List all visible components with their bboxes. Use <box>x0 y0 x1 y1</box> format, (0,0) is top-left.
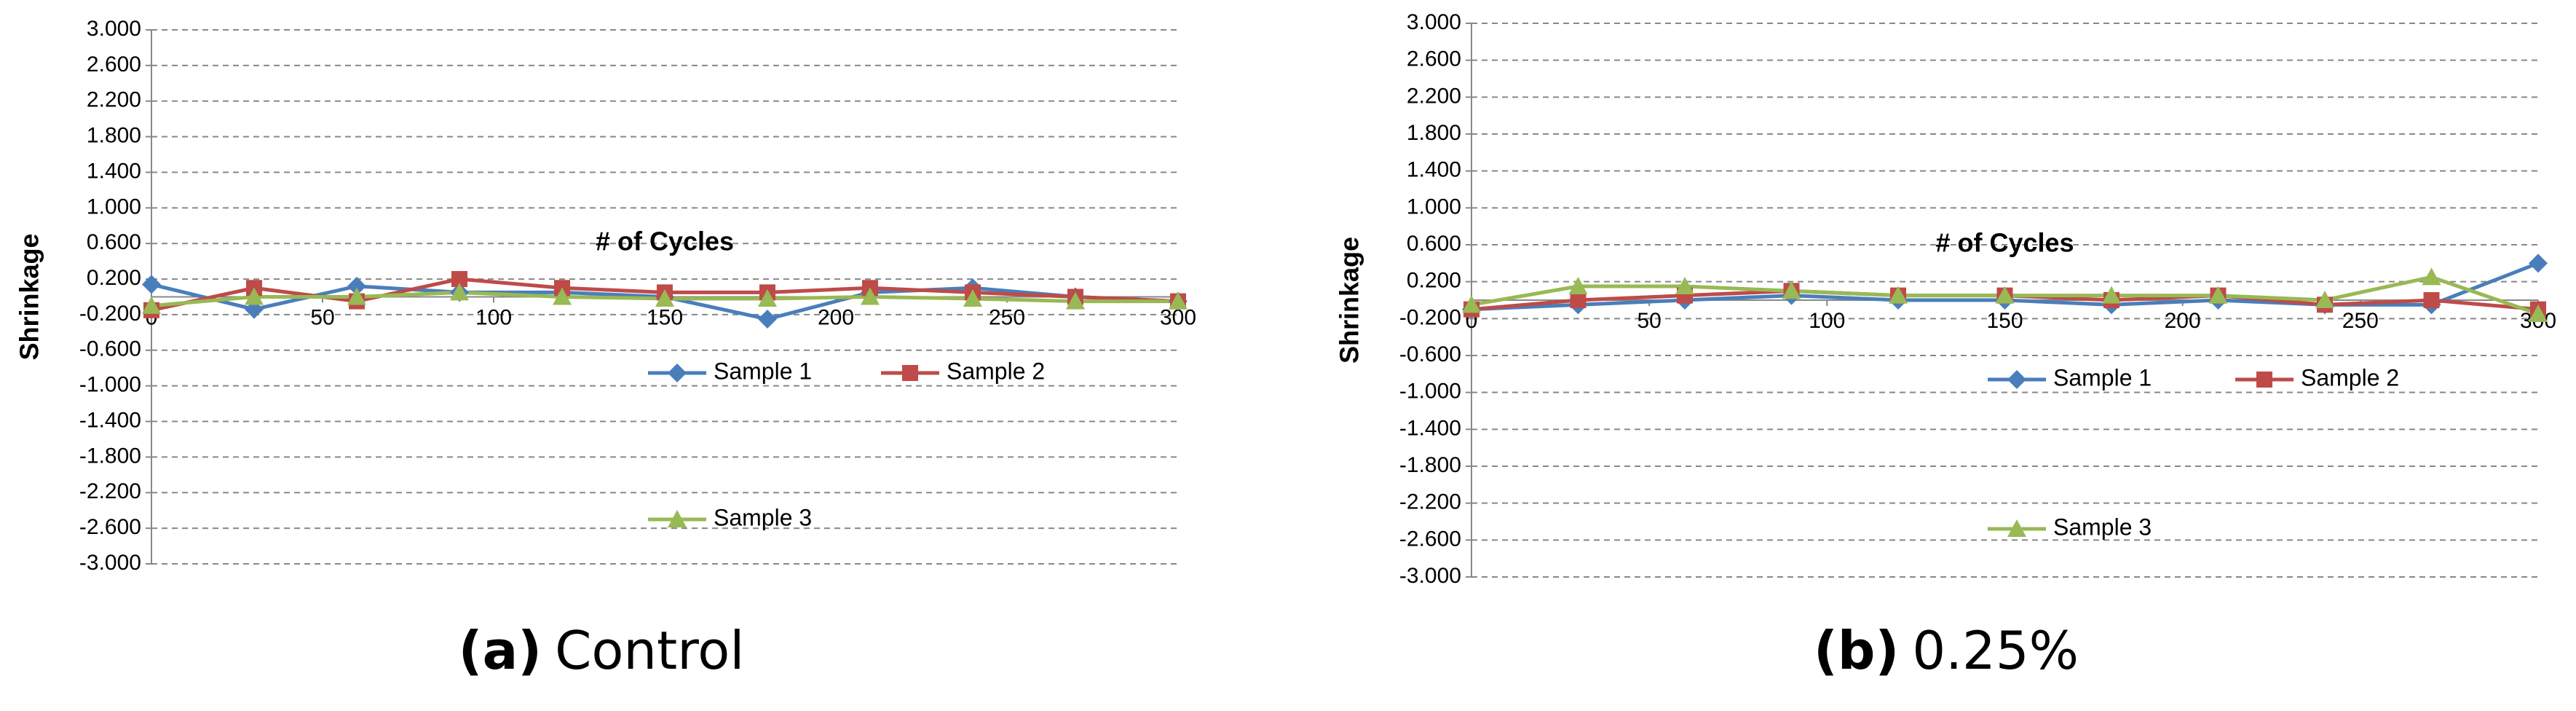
y-tick-label: -1.800 <box>1399 453 1461 477</box>
y-tick-label: -1.400 <box>79 408 141 432</box>
y-tick-label: 1.800 <box>87 124 141 148</box>
marker <box>1570 292 1587 308</box>
marker <box>1462 295 1481 313</box>
y-tick-label: -3.000 <box>79 551 141 575</box>
y-tick-label: -1.800 <box>79 444 141 468</box>
marker <box>2529 254 2548 273</box>
marker <box>2102 286 2121 304</box>
y-tick-label: 1.400 <box>1407 158 1461 182</box>
marker <box>668 364 687 382</box>
x-tick-label: 150 <box>647 305 683 329</box>
marker <box>1889 286 1908 304</box>
marker <box>142 275 161 294</box>
legend-label: Sample 1 <box>714 358 812 384</box>
marker <box>245 287 264 305</box>
marker <box>758 310 777 329</box>
x-tick-label: 50 <box>310 305 334 329</box>
marker <box>2208 286 2228 304</box>
y-tick-label: 2.200 <box>87 88 141 112</box>
subfigure-label: (b) <box>1814 620 1899 681</box>
marker <box>902 365 918 381</box>
marker <box>861 287 880 305</box>
marker <box>2007 370 2026 389</box>
y-tick-label: 2.600 <box>1407 47 1461 71</box>
marker <box>142 296 161 314</box>
marker <box>655 288 674 307</box>
marker <box>553 287 572 305</box>
chart: 3.000 2.600 2.200 1.800 1.400 1.000 0.600 0.200… <box>15 17 1197 681</box>
y-tick-label: 1.400 <box>87 159 141 183</box>
y-tick-label: 0.200 <box>1407 269 1461 293</box>
legend-label: Sample 1 <box>2053 364 2152 390</box>
y-tick-label: -1.000 <box>1399 380 1461 404</box>
caption-text: Control <box>555 620 744 681</box>
y-tick-label: -0.200 <box>1399 305 1461 329</box>
marker <box>2529 305 2548 322</box>
marker <box>2256 372 2272 388</box>
x-tick-label: 250 <box>989 305 1025 329</box>
y-axis-title: Shrinkage <box>15 233 44 360</box>
x-tick-label: 200 <box>818 305 854 329</box>
legend-label: Sample 2 <box>947 358 1045 384</box>
x-axis-title: # of Cycles <box>596 227 734 256</box>
marker <box>2423 292 2440 308</box>
legend-label: Sample 3 <box>2053 514 2152 540</box>
y-tick-label: -2.600 <box>1399 527 1461 551</box>
x-tick-label: 150 <box>1986 309 2023 333</box>
y-tick-label: -0.600 <box>1399 342 1461 366</box>
caption: (b) 0.25% <box>1814 620 2079 681</box>
marker <box>963 288 982 307</box>
y-tick-label: 0.600 <box>87 230 141 254</box>
y-tick-label: 1.000 <box>87 195 141 219</box>
y-tick-label: -2.200 <box>79 479 141 503</box>
marker <box>1066 291 1085 310</box>
chart: 3.000 2.600 2.200 1.800 1.400 1.000 0.600 0.200… <box>1335 10 2557 681</box>
y-tick-label: -2.600 <box>79 515 141 539</box>
y-tick-label: 3.000 <box>87 17 141 41</box>
marker <box>1782 281 1801 299</box>
y-tick-label: -1.400 <box>1399 416 1461 440</box>
x-tick-label: 250 <box>2342 309 2379 333</box>
marker <box>2422 267 2441 286</box>
y-tick-label: -2.200 <box>1399 490 1461 514</box>
x-tick-label: 100 <box>475 305 512 329</box>
marker <box>347 287 366 305</box>
marker <box>451 271 467 288</box>
legend-label: Sample 3 <box>714 504 812 530</box>
y-tick-label: -0.600 <box>79 337 141 361</box>
marker <box>1568 277 1588 294</box>
marker <box>347 276 366 296</box>
y-tick-label: 0.600 <box>1407 232 1461 256</box>
marker <box>450 283 469 301</box>
y-tick-label: 1.000 <box>1407 195 1461 219</box>
marker <box>2007 519 2026 537</box>
y-tick-label: -0.200 <box>79 302 141 326</box>
marker <box>668 510 687 527</box>
y-tick-label: 1.800 <box>1407 121 1461 145</box>
x-tick-label: 100 <box>1809 309 1845 333</box>
caption-text: 0.25% <box>1912 620 2079 681</box>
legend-label: Sample 2 <box>2301 364 2399 390</box>
x-axis-title: # of Cycles <box>1935 228 2074 258</box>
marker <box>758 288 777 307</box>
y-tick-label: 3.000 <box>1407 10 1461 34</box>
x-tick-label: 200 <box>2165 309 2201 333</box>
subfigure-label: (a) <box>459 620 542 681</box>
marker <box>1675 277 1694 294</box>
y-tick-label: 2.200 <box>1407 84 1461 108</box>
y-tick-label: -3.000 <box>1399 564 1461 588</box>
y-tick-label: 0.200 <box>87 266 141 290</box>
marker <box>2315 291 2334 308</box>
marker <box>1995 286 2015 304</box>
x-tick-label: 50 <box>1637 309 1661 333</box>
marker <box>1169 291 1188 310</box>
y-axis-title: Shrinkage <box>1335 237 1364 364</box>
y-tick-label: -1.000 <box>79 373 141 397</box>
y-tick-label: 2.600 <box>87 52 141 76</box>
caption: (a) Control <box>459 620 745 681</box>
